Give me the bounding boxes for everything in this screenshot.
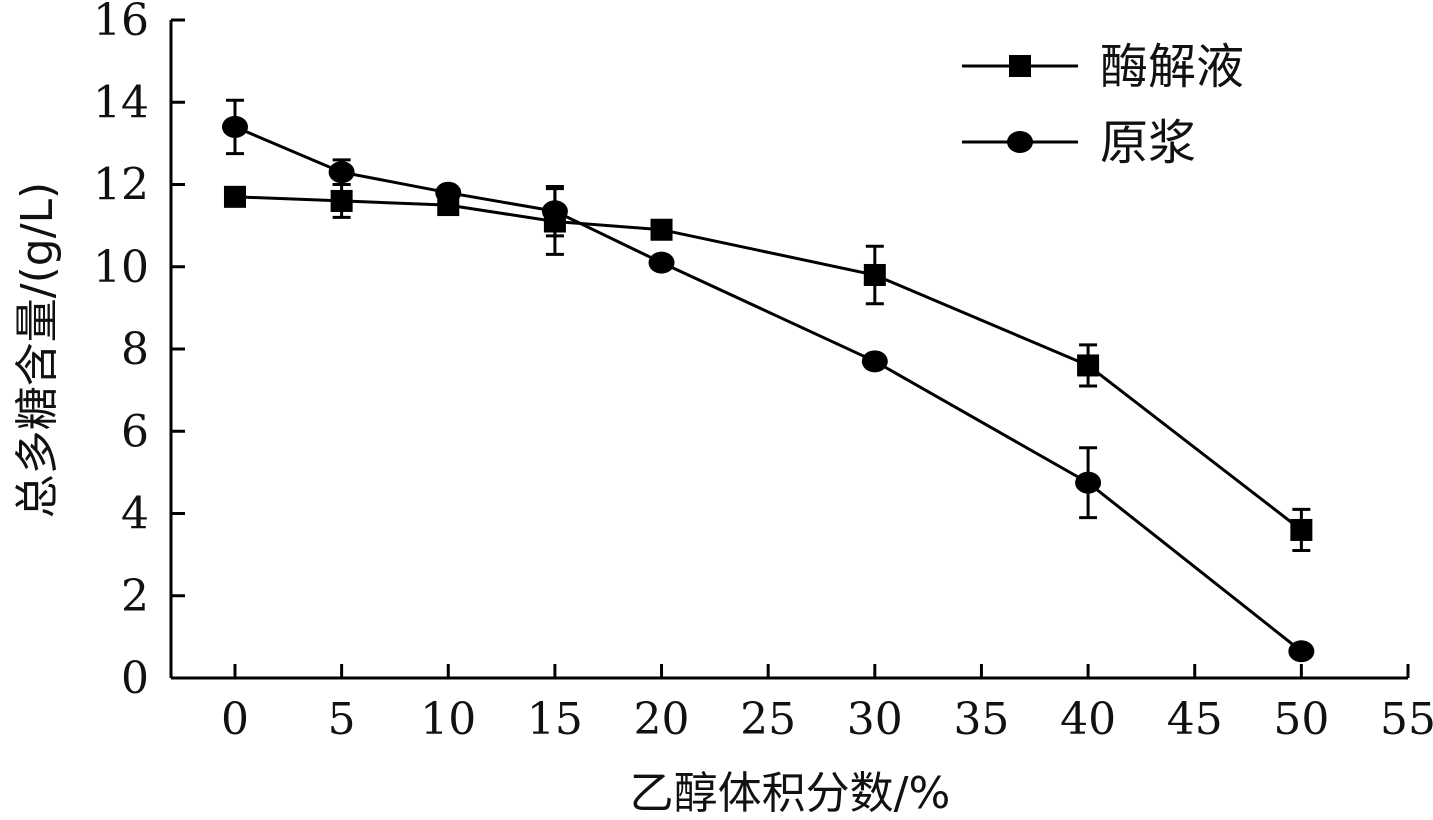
x-tick-label: 20: [634, 694, 690, 745]
x-tick-label: 40: [1060, 694, 1116, 745]
y-tick-label: 0: [121, 653, 149, 704]
x-tick-label: 10: [420, 694, 476, 745]
y-tick-label: 4: [121, 489, 149, 540]
circle-marker: [1007, 131, 1033, 153]
series-line: [234, 195, 1303, 532]
x-axis-title: 乙醇体积分数/%: [630, 768, 951, 819]
square-marker: [223, 185, 246, 208]
y-tick-label: 2: [121, 571, 149, 622]
y-tick-label: 14: [93, 77, 149, 128]
series-layer: [221, 98, 1315, 663]
square-marker: [1009, 55, 1031, 77]
square-marker: [1077, 354, 1100, 377]
circle-marker: [1288, 640, 1315, 663]
series-line: [234, 125, 1303, 653]
x-tick-label: 45: [1167, 694, 1223, 745]
x-tick-label: 0: [221, 694, 249, 745]
series-2: [221, 98, 1315, 663]
series-1: [223, 183, 1313, 553]
y-tick-label: 8: [121, 324, 149, 375]
circle-marker: [221, 115, 248, 138]
x-tick-label: 15: [527, 694, 583, 745]
square-marker: [1290, 518, 1313, 541]
axes: 0 2 4 6 8 10 12 14 16 0 5 10 15 20 25 30 35 40 45 50 55: [93, 0, 1433, 745]
circle-marker: [328, 161, 355, 184]
y-tick-label: 12: [93, 160, 149, 211]
circle-marker: [861, 350, 888, 373]
x-tick-label: 35: [953, 694, 1009, 745]
circle-marker: [1075, 471, 1102, 494]
square-marker: [650, 218, 673, 241]
square-marker: [330, 189, 353, 212]
y-tick-label: 16: [93, 0, 149, 46]
y-tick-label: 6: [121, 406, 149, 457]
legend-label: 原浆: [1100, 115, 1196, 171]
legend-label: 酶解液: [1100, 39, 1244, 95]
circle-marker: [541, 200, 568, 223]
x-tick-label: 30: [847, 694, 903, 745]
x-tick-label: 5: [328, 694, 356, 745]
circle-marker: [435, 181, 462, 204]
x-tick-label: 55: [1380, 694, 1433, 745]
legend-item-1: 酶解液: [962, 39, 1244, 95]
circle-marker: [648, 251, 675, 274]
x-tick-label: 50: [1273, 694, 1329, 745]
y-axis-title: 总多糖含量/(g/L): [12, 182, 63, 518]
square-marker: [863, 263, 886, 286]
x-tick-label: 25: [740, 694, 796, 745]
legend-item-2: 原浆: [962, 115, 1196, 171]
y-tick-label: 10: [93, 242, 149, 293]
